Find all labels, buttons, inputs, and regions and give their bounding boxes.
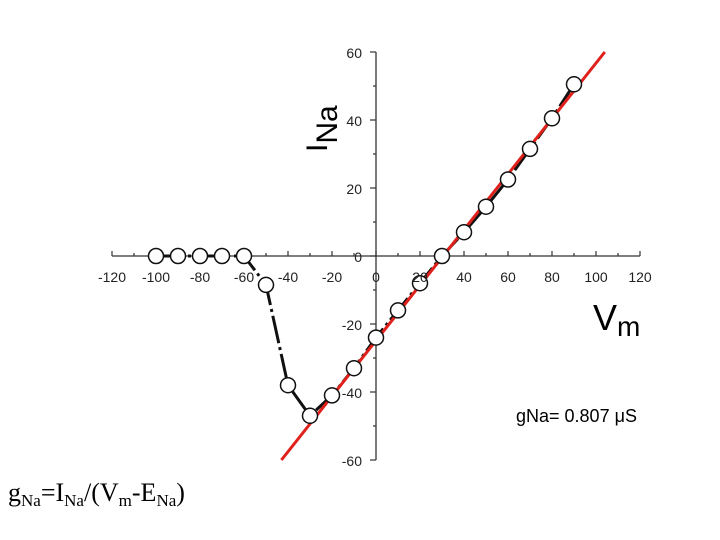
data-point xyxy=(169,247,187,265)
x-tick-label: -120 xyxy=(98,269,126,285)
x-tick-label: -80 xyxy=(190,269,210,285)
x-tick-label: 100 xyxy=(584,269,608,285)
data-point xyxy=(235,247,253,265)
x-tick-label: 120 xyxy=(628,269,652,285)
data-point xyxy=(521,140,539,158)
x-tick-label: -20 xyxy=(322,269,342,285)
data-point xyxy=(147,247,165,265)
data-point xyxy=(301,407,319,425)
y-tick-label: 0 xyxy=(354,249,362,265)
conductance-annotation: gNa= 0.807 μS xyxy=(516,406,637,426)
x-tick-label: -40 xyxy=(278,269,298,285)
data-points xyxy=(147,76,583,425)
data-point xyxy=(191,247,209,265)
x-tick-label: 60 xyxy=(500,269,516,285)
data-point xyxy=(213,247,231,265)
data-point xyxy=(345,359,363,377)
data-point xyxy=(565,76,583,93)
x-tick-label: 40 xyxy=(456,269,472,285)
data-point xyxy=(367,329,385,346)
data-point xyxy=(499,171,517,188)
x-tick-label: 0 xyxy=(372,269,380,285)
data-point xyxy=(257,276,275,294)
y-tick-label: -60 xyxy=(342,453,362,469)
data-point xyxy=(411,274,429,292)
x-axis-title: Vm xyxy=(593,297,640,342)
y-tick-label: 20 xyxy=(346,181,362,197)
data-point xyxy=(543,110,561,127)
y-tick-label: 40 xyxy=(346,113,362,129)
data-point xyxy=(477,198,495,215)
x-tick-label: 20 xyxy=(412,269,428,285)
conductance-formula: gNa=INa/(Vm-ENa) xyxy=(8,478,185,510)
y-tick-label: -40 xyxy=(342,385,362,401)
y-tick-label: 60 xyxy=(346,45,362,61)
data-point xyxy=(323,387,341,404)
data-point xyxy=(433,247,451,265)
tick-labels: -120 -100 -80 -60 -40 -20 0 20 40 60 80 100 120 -60 -4… xyxy=(98,45,652,469)
x-tick-label: 80 xyxy=(544,269,560,285)
y-tick-label: -20 xyxy=(342,317,362,333)
data-point xyxy=(279,376,297,394)
data-point xyxy=(455,223,473,241)
data-point xyxy=(389,302,407,319)
x-tick-label: -60 xyxy=(234,269,254,285)
x-tick-label: -100 xyxy=(142,269,170,285)
y-axis-title: INa xyxy=(301,105,344,152)
axes xyxy=(111,51,641,461)
